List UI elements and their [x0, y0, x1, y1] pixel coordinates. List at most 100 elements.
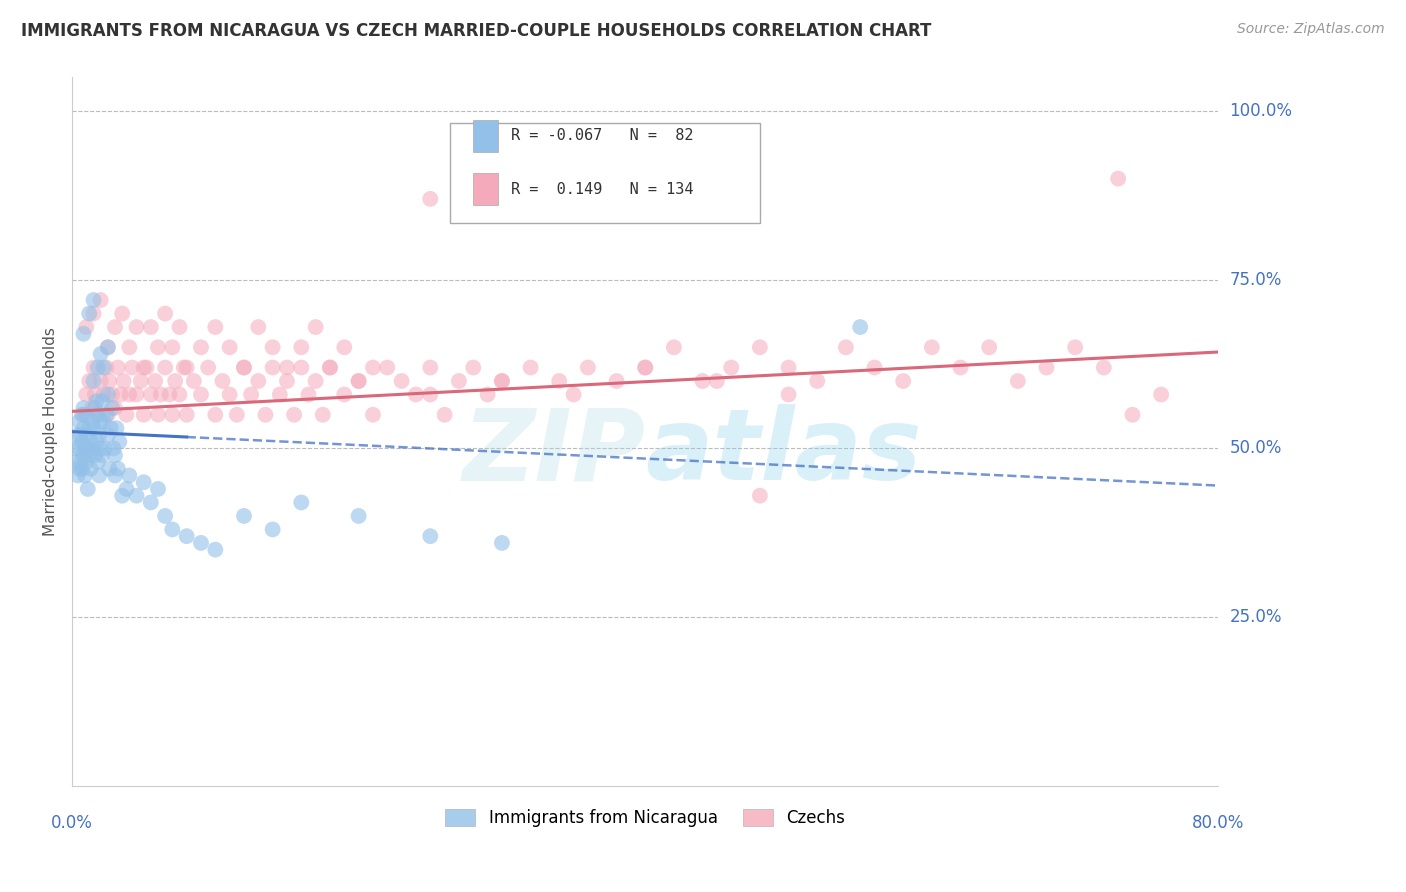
Point [169, 320, 191, 334]
Point [173, 360, 195, 375]
Point [139, 387, 162, 401]
Point [576, 360, 599, 375]
Point [139, 320, 162, 334]
Point [290, 495, 312, 509]
Point [87, 455, 110, 469]
Point [100, 421, 122, 435]
Point [90, 347, 112, 361]
Point [77, 448, 100, 462]
Point [835, 340, 858, 354]
Point [153, 307, 176, 321]
Point [66, 428, 89, 442]
Point [1035, 360, 1057, 375]
Point [347, 374, 370, 388]
Text: 50.0%: 50.0% [1230, 440, 1282, 458]
Point [77, 421, 100, 435]
Point [361, 408, 384, 422]
Point [90, 415, 112, 429]
Point [93, 387, 115, 401]
Point [290, 340, 312, 354]
Text: 80.0%: 80.0% [1192, 814, 1244, 831]
Point [112, 374, 135, 388]
Point [115, 408, 138, 422]
Point [135, 360, 157, 375]
Point [86, 434, 108, 449]
Point [97, 340, 120, 354]
Point [89, 468, 111, 483]
Point [218, 340, 240, 354]
Point [748, 489, 770, 503]
Point [262, 360, 284, 375]
Point [863, 360, 886, 375]
Point [87, 408, 110, 422]
Point [75, 320, 97, 334]
Point [491, 374, 513, 388]
Point [347, 508, 370, 523]
Point [70, 434, 93, 449]
Point [72, 408, 94, 422]
Point [67, 415, 90, 429]
Point [90, 293, 112, 307]
Point [104, 448, 127, 462]
Point [107, 360, 129, 375]
Point [91, 394, 114, 409]
Point [190, 536, 212, 550]
Point [83, 307, 105, 321]
Point [240, 387, 263, 401]
Point [204, 542, 226, 557]
Point [75, 455, 97, 469]
Point [891, 374, 914, 388]
Point [96, 360, 118, 375]
Point [262, 340, 284, 354]
Point [90, 374, 112, 388]
Bar [474, 120, 499, 152]
Point [662, 340, 685, 354]
Point [105, 421, 128, 435]
Point [233, 360, 256, 375]
Point [197, 360, 219, 375]
Point [162, 523, 184, 537]
Text: atlas: atlas [645, 404, 922, 501]
Point [1107, 171, 1129, 186]
Point [132, 408, 155, 422]
Text: R = -0.067   N =  82: R = -0.067 N = 82 [512, 128, 693, 144]
Point [218, 387, 240, 401]
Point [233, 508, 256, 523]
Point [132, 475, 155, 490]
Point [111, 307, 134, 321]
Point [391, 374, 413, 388]
Text: 75.0%: 75.0% [1230, 271, 1282, 289]
Point [108, 434, 131, 449]
Point [190, 387, 212, 401]
Point [69, 428, 91, 442]
Text: 25.0%: 25.0% [1230, 608, 1282, 626]
Point [849, 320, 872, 334]
Point [72, 326, 94, 341]
Point [125, 489, 148, 503]
Point [98, 374, 121, 388]
Point [419, 360, 441, 375]
Point [165, 374, 187, 388]
Point [347, 374, 370, 388]
Legend: Immigrants from Nicaragua, Czechs: Immigrants from Nicaragua, Czechs [439, 803, 852, 834]
Point [107, 461, 129, 475]
Point [748, 340, 770, 354]
Point [1064, 340, 1087, 354]
Point [77, 307, 100, 321]
Point [720, 360, 742, 375]
Point [93, 360, 115, 375]
Point [778, 360, 800, 375]
Point [67, 461, 90, 475]
Point [83, 360, 105, 375]
Point [72, 401, 94, 415]
Point [67, 442, 90, 456]
Point [101, 387, 124, 401]
Point [477, 387, 499, 401]
Point [1121, 408, 1143, 422]
Point [183, 374, 205, 388]
Point [75, 428, 97, 442]
Point [491, 374, 513, 388]
Point [72, 421, 94, 435]
Point [121, 360, 143, 375]
Point [132, 360, 155, 375]
